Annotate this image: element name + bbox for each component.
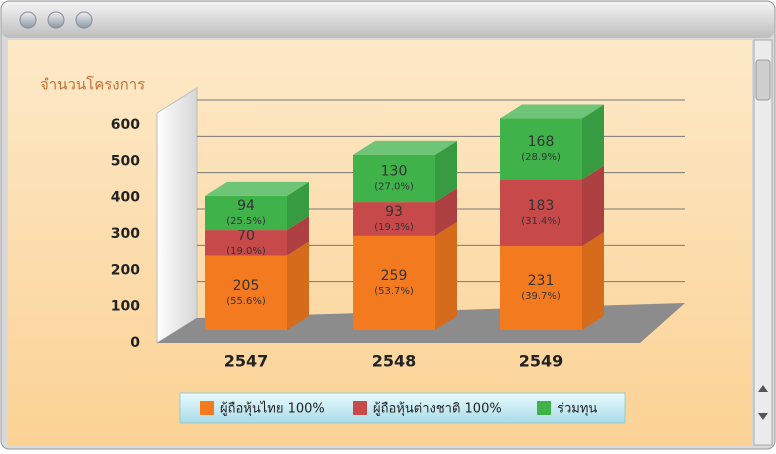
- y-tick-label: 300: [111, 226, 140, 242]
- window-button[interactable]: [75, 11, 93, 29]
- bar-side: [582, 232, 604, 330]
- share-label: (53.7%): [374, 286, 414, 297]
- title-bar: [2, 2, 774, 38]
- bar-side: [582, 104, 604, 180]
- y-tick-label: 200: [111, 262, 140, 278]
- bar-top: [500, 104, 604, 119]
- value-label: 231: [528, 273, 555, 289]
- bar-side: [287, 241, 309, 330]
- legend-swatch: [200, 401, 214, 415]
- bar: [500, 179, 582, 247]
- bar: [205, 195, 287, 231]
- bar-top-light: [353, 140, 457, 155]
- value-label: 168: [528, 134, 555, 150]
- scroll-thumb[interactable]: [755, 59, 771, 101]
- bar-side: [582, 165, 604, 247]
- y-tick-label: 100: [111, 299, 140, 315]
- bar-side-shade: [582, 104, 604, 180]
- bar-top-light: [205, 181, 309, 196]
- value-label: 93: [385, 204, 403, 220]
- share-label: (39.7%): [521, 291, 561, 302]
- bar-side-shade: [582, 165, 604, 247]
- share-label: (31.4%): [521, 216, 561, 227]
- value-label: 94: [237, 198, 255, 214]
- x-tick-label: 2547: [224, 352, 269, 371]
- window-button[interactable]: [47, 11, 65, 29]
- bar-side: [435, 140, 457, 203]
- window-button[interactable]: [19, 11, 37, 29]
- bar: [353, 202, 435, 236]
- scrollbar[interactable]: [753, 39, 773, 446]
- bar-side-shade: [435, 221, 457, 330]
- bar-top-light: [500, 104, 604, 119]
- x-tick-label: 2549: [519, 352, 564, 371]
- share-label: (28.9%): [521, 152, 561, 163]
- bar-side-shade: [287, 241, 309, 330]
- bar-side-shade: [435, 140, 457, 203]
- value-label: 259: [381, 268, 408, 284]
- value-label: 183: [528, 198, 555, 214]
- bar-side: [287, 181, 309, 231]
- legend-label: ผู้ถือหุ้นไทย 100%: [220, 401, 325, 417]
- legend-label: ผู้ถือหุ้นต่างชาติ 100%: [373, 401, 502, 417]
- share-label: (25.5%): [226, 216, 266, 227]
- bar: [353, 154, 435, 203]
- scroll-arrows[interactable]: [758, 385, 768, 420]
- bar: [500, 118, 582, 180]
- side-wall: [156, 87, 198, 344]
- x-tick-label: 2548: [372, 352, 417, 371]
- bar-side: [435, 188, 457, 236]
- bar-top: [205, 181, 309, 196]
- y-tick-label: 500: [111, 153, 140, 169]
- value-label: 205: [233, 278, 260, 294]
- share-label: (19.3%): [374, 222, 414, 233]
- bar-side-shade: [435, 188, 457, 236]
- value-label: 130: [381, 163, 408, 179]
- bar-side-shade: [582, 232, 604, 330]
- legend-swatch: [537, 401, 551, 415]
- bar-top: [353, 140, 457, 155]
- y-axis-title: จำนวนโครงการ: [40, 76, 145, 94]
- legend-swatch: [353, 401, 367, 415]
- legend-label: ร่วมทุน: [557, 402, 597, 417]
- share-label: (27.0%): [374, 181, 414, 192]
- bar: [205, 230, 287, 256]
- bar-side: [435, 221, 457, 330]
- share-label: (19.0%): [226, 246, 266, 257]
- value-label: 70: [237, 228, 255, 244]
- bar: [205, 255, 287, 330]
- share-label: (55.6%): [226, 296, 266, 307]
- bar-side-shade: [287, 181, 309, 231]
- bar: [500, 246, 582, 330]
- bar-side-shade: [287, 216, 309, 256]
- y-tick-label: 0: [130, 335, 140, 351]
- y-tick-label: 400: [111, 190, 140, 206]
- bar-side: [287, 216, 309, 256]
- bar: [353, 235, 435, 330]
- y-tick-label: 600: [111, 117, 140, 133]
